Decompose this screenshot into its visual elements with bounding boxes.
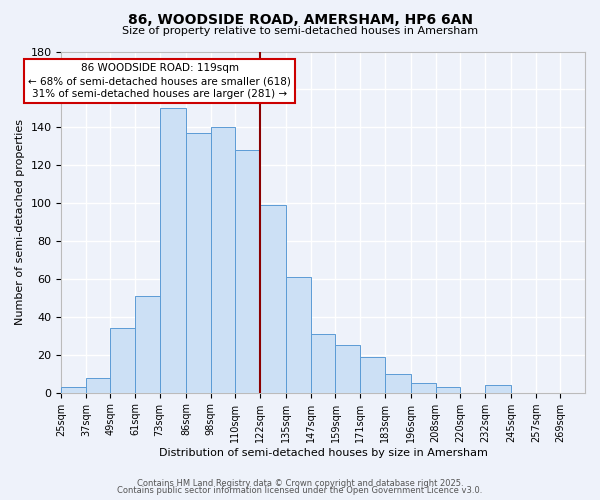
Text: Contains HM Land Registry data © Crown copyright and database right 2025.: Contains HM Land Registry data © Crown c… <box>137 478 463 488</box>
Bar <box>286 277 311 392</box>
Bar <box>411 383 436 392</box>
Bar <box>110 328 135 392</box>
Bar <box>135 296 160 392</box>
Y-axis label: Number of semi-detached properties: Number of semi-detached properties <box>15 119 25 325</box>
Bar <box>385 374 411 392</box>
Bar <box>211 128 235 392</box>
Text: 86, WOODSIDE ROAD, AMERSHAM, HP6 6AN: 86, WOODSIDE ROAD, AMERSHAM, HP6 6AN <box>128 12 473 26</box>
Bar <box>235 150 260 392</box>
Bar <box>335 346 360 393</box>
Bar <box>160 108 186 393</box>
Bar <box>61 387 86 392</box>
Bar <box>485 385 511 392</box>
Bar <box>86 378 110 392</box>
X-axis label: Distribution of semi-detached houses by size in Amersham: Distribution of semi-detached houses by … <box>159 448 488 458</box>
Text: Size of property relative to semi-detached houses in Amersham: Size of property relative to semi-detach… <box>122 26 478 36</box>
Bar <box>311 334 335 392</box>
Bar <box>260 205 286 392</box>
Bar <box>360 356 385 392</box>
Bar <box>436 387 460 392</box>
Text: Contains public sector information licensed under the Open Government Licence v3: Contains public sector information licen… <box>118 486 482 495</box>
Bar <box>186 133 211 392</box>
Text: 86 WOODSIDE ROAD: 119sqm
← 68% of semi-detached houses are smaller (618)
31% of : 86 WOODSIDE ROAD: 119sqm ← 68% of semi-d… <box>28 63 291 100</box>
